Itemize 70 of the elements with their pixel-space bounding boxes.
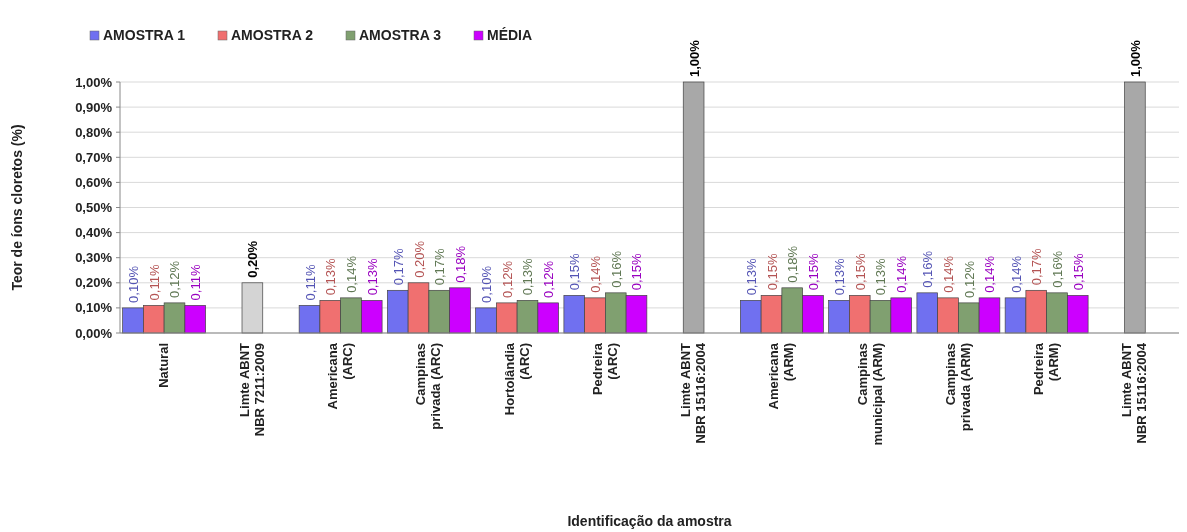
- x-tick-label: Americana (ARM): [766, 342, 797, 410]
- y-tick-label: 0,70%: [75, 149, 113, 165]
- data-label: 0,12%: [541, 260, 557, 298]
- data-label: 0,12%: [499, 260, 515, 298]
- data-label: 0,10%: [479, 265, 495, 303]
- bar: [682, 81, 705, 334]
- data-label: 1,00%: [686, 39, 702, 77]
- data-label: 0,11%: [188, 264, 204, 301]
- data-label: 0,13%: [364, 258, 380, 296]
- x-tick-label: Natural: [156, 343, 172, 388]
- data-label: 0,18%: [785, 245, 801, 283]
- data-label: 0,16%: [920, 250, 936, 288]
- x-tick-label: Campinas privada (ARC): [413, 343, 444, 430]
- x-tick-label: Campinas privada (ARM): [942, 343, 973, 432]
- bar: [1124, 81, 1146, 334]
- legend-label: AMOSTRA 3: [359, 27, 442, 43]
- data-label: 0,14%: [588, 255, 604, 293]
- data-label: 1,00%: [1127, 39, 1143, 77]
- data-label: 0,15%: [805, 253, 821, 291]
- legend-label: AMOSTRA 2: [231, 27, 314, 43]
- data-label: 0,13%: [323, 258, 339, 296]
- y-tick-label: 0,20%: [75, 275, 113, 291]
- y-tick-label: 0,00%: [75, 325, 113, 341]
- data-label: 0,20%: [411, 240, 427, 278]
- data-label: 0,11%: [302, 264, 318, 301]
- data-label: 0,16%: [608, 250, 624, 288]
- data-label: 0,12%: [167, 260, 183, 298]
- x-tick-label: Hortolândia (ARC): [501, 342, 532, 416]
- y-tick-label: 0,60%: [75, 174, 113, 190]
- x-tick-label: Americana (ARC): [325, 342, 356, 410]
- data-label: 0,10%: [126, 265, 142, 303]
- x-axis-title: Identificação da amostra: [567, 513, 732, 529]
- data-label: 0,13%: [520, 258, 536, 296]
- data-label: 0,18%: [452, 245, 468, 283]
- x-tick-label: Campinas municipal (ARM): [854, 343, 885, 446]
- y-tick-label: 0,40%: [75, 225, 113, 241]
- y-tick-label: 0,90%: [75, 99, 113, 115]
- data-label: 0,15%: [764, 253, 780, 291]
- data-label: 0,14%: [982, 255, 998, 293]
- x-tick-label: Limte ABNT NBR 7211:2009: [236, 342, 267, 437]
- data-label: 0,11%: [146, 264, 162, 301]
- data-label: 0,14%: [1008, 255, 1024, 293]
- data-label: 0,17%: [390, 248, 406, 286]
- data-label: 0,15%: [1070, 253, 1086, 291]
- data-label: 0,13%: [743, 258, 759, 296]
- data-label: 0,20%: [245, 240, 261, 278]
- data-label: 0,17%: [1029, 248, 1045, 286]
- data-label: 0,14%: [894, 255, 910, 293]
- legend-label: MÉDIA: [487, 27, 533, 43]
- y-tick-label: 0,80%: [75, 124, 113, 140]
- y-tick-label: 1,00%: [75, 74, 113, 90]
- x-tick-label: Limte ABNT NBR 15116:2004: [1119, 342, 1150, 444]
- data-label: 0,16%: [1049, 250, 1065, 288]
- data-label: 0,13%: [832, 258, 848, 296]
- x-tick-label: Pedreira (ARM): [1031, 342, 1062, 396]
- x-tick-label: Limte ABNT NBR 15116:2004: [678, 342, 709, 444]
- data-label: 0,14%: [343, 255, 359, 293]
- y-axis-title: Teor de íons cloretos (%): [9, 124, 25, 291]
- data-label: 0,12%: [961, 260, 977, 298]
- y-tick-label: 0,50%: [75, 200, 113, 216]
- data-label: 0,14%: [941, 255, 957, 293]
- data-label: 0,13%: [873, 258, 889, 296]
- data-label: 0,15%: [567, 253, 583, 291]
- data-label: 0,15%: [852, 253, 868, 291]
- x-tick-label: Pedreira (ARC): [589, 342, 620, 396]
- data-label: 0,17%: [432, 248, 448, 286]
- legend-label: AMOSTRA 1: [103, 27, 186, 43]
- data-label: 0,15%: [629, 253, 645, 291]
- y-tick-label: 0,10%: [75, 300, 113, 316]
- y-tick-label: 0,30%: [75, 250, 113, 266]
